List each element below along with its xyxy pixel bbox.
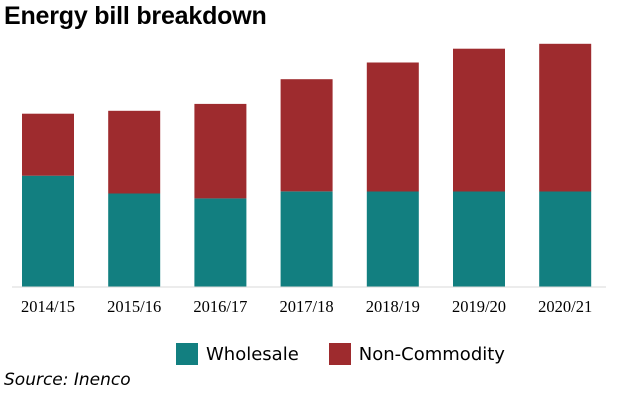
bar-non-commodity-2019-20 [453,48,505,192]
bar-wholesale-2016-17 [194,198,247,287]
bar-non-commodity-2020-21 [539,43,592,192]
source-note: Source: Inenco [4,370,131,390]
stacked-bar-chart: 2014/15 2015/16 2016/17 2017/18 2018/19 2019/… [12,43,606,316]
x-tick-label-2018-19: 2018/19 [366,297,420,316]
legend-label-wholesale: Wholesale [206,343,299,365]
bar-non-commodity-2014-15 [22,113,74,176]
legend-item-wholesale: Wholesale [176,343,299,365]
x-tick-label-2014-15: 2014/15 [21,297,75,316]
bar-wholesale-2020-21 [539,191,592,287]
x-tick-labels: 2014/15 2015/16 2016/17 2017/18 2018/19 2019/… [21,297,592,316]
x-tick-label-2017-18: 2017/18 [280,297,334,316]
bars-group [22,43,592,287]
legend-item-non-commodity: Non-Commodity [328,343,505,365]
bar-non-commodity-2015-16 [108,110,161,194]
bar-wholesale-2019-20 [453,191,505,287]
bar-wholesale-2015-16 [108,193,161,287]
bar-wholesale-2014-15 [22,175,74,287]
bar-non-commodity-2016-17 [194,103,247,199]
legend-label-non-commodity: Non-Commodity [358,343,505,365]
x-tick-label-2016-17: 2016/17 [193,297,247,316]
bar-non-commodity-2018-19 [366,62,419,192]
legend-swatch-non-commodity [328,343,351,365]
legend-swatch-wholesale [176,343,198,365]
x-tick-label-2019-20: 2019/20 [452,297,506,316]
x-tick-label-2020-21: 2020/21 [538,297,592,316]
bar-wholesale-2017-18 [280,191,333,287]
chart-title: Energy bill breakdown [4,2,267,30]
bar-non-commodity-2017-18 [280,79,333,192]
bar-wholesale-2018-19 [366,191,419,287]
legend: Wholesale Non-Commodity [176,343,535,365]
x-tick-label-2015-16: 2015/16 [107,297,161,316]
